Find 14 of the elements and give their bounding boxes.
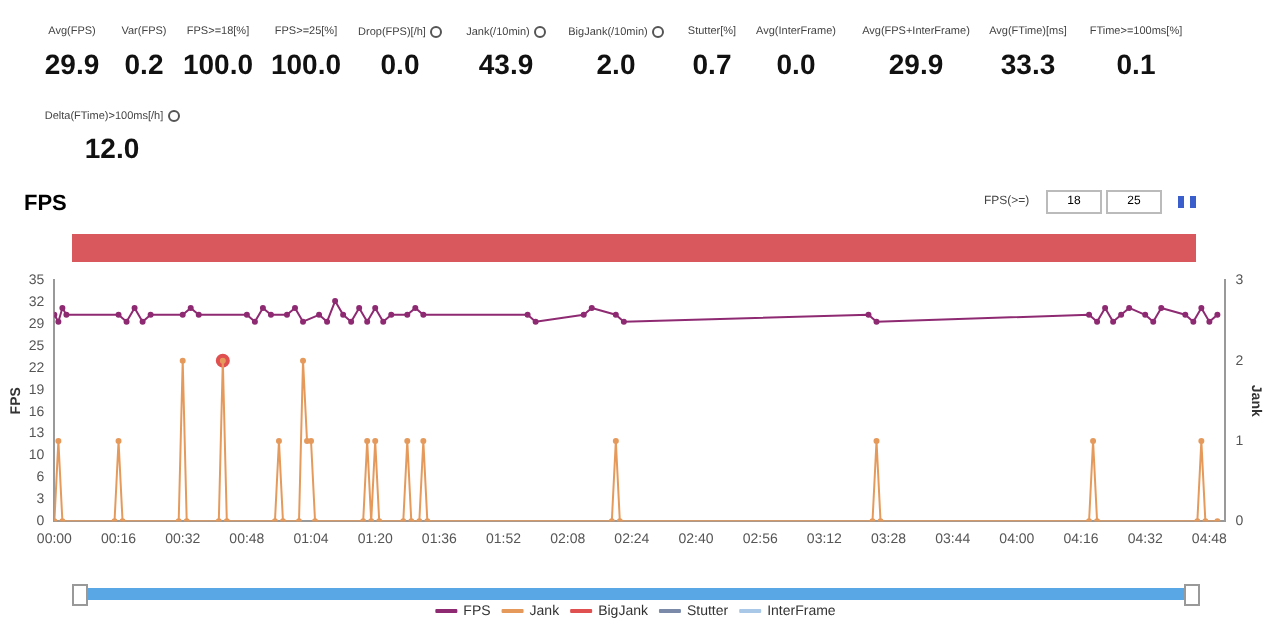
text: 0.2: [124, 48, 164, 80]
text: 0.7: [692, 48, 732, 80]
text: 12.0: [82, 132, 142, 165]
text: 0.0: [380, 48, 420, 81]
text: 29.9: [44, 48, 100, 80]
text: 2.0: [594, 48, 638, 81]
chart-title: FPS: [24, 192, 67, 216]
text: 29.9: [886, 48, 946, 80]
text: 0.1: [1114, 48, 1158, 80]
text: 0.0: [776, 48, 816, 80]
text: 100.0: [182, 48, 254, 80]
text: 100.0: [270, 48, 342, 80]
text: 33.3: [998, 48, 1058, 80]
text: 43.9: [476, 48, 536, 81]
